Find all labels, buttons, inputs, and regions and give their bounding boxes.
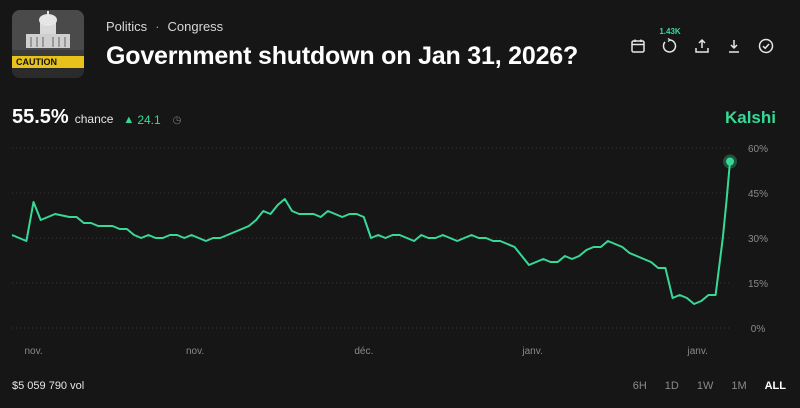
brand-logo: Kalshi bbox=[724, 108, 776, 127]
range-1w[interactable]: 1W bbox=[696, 380, 714, 392]
delta-value: 24.1 bbox=[137, 113, 161, 127]
range-1m[interactable]: 1M bbox=[731, 380, 747, 392]
triangle-up-icon: ▲ bbox=[123, 114, 135, 126]
x-tick-label: janv. bbox=[686, 346, 707, 357]
svg-text:CAUTION: CAUTION bbox=[16, 57, 57, 67]
range-selector: 6H 1D 1W 1M ALL bbox=[633, 380, 786, 392]
market-thumbnail: CAUTION bbox=[12, 10, 84, 78]
range-6h[interactable]: 6H bbox=[632, 380, 647, 392]
breadcrumb-politics[interactable]: Politics bbox=[106, 19, 148, 34]
comments-count-badge: 1.43K bbox=[659, 27, 681, 36]
follow-button[interactable] bbox=[756, 36, 776, 56]
share-icon bbox=[695, 38, 709, 53]
x-tick-label: nov. bbox=[186, 346, 204, 357]
toolbar: 1.43K bbox=[628, 27, 776, 56]
check-circle-icon bbox=[758, 38, 774, 54]
capitol-caution-image: CAUTION bbox=[12, 10, 84, 78]
range-1d[interactable]: 1D bbox=[664, 380, 679, 392]
current-point bbox=[726, 157, 734, 166]
download-icon bbox=[729, 40, 739, 53]
y-tick-label: 15% bbox=[748, 279, 768, 290]
chance-label: chance bbox=[74, 112, 114, 126]
y-tick-label: 30% bbox=[748, 234, 768, 245]
price-chart[interactable]: 0% 15% 30% 45% 60% nov. nov. déc. janv. janv. bbox=[0, 130, 800, 365]
range-all[interactable]: ALL bbox=[764, 380, 786, 392]
page-title: Government shutdown on Jan 31, 2026? bbox=[106, 42, 579, 70]
chance-delta: ▲ 24.1 bbox=[123, 113, 160, 127]
y-tick-label: 60% bbox=[748, 144, 768, 155]
share-button[interactable] bbox=[692, 36, 712, 56]
chance-summary: 55.5% chance ▲ 24.1 ◷ bbox=[12, 106, 181, 129]
series-line bbox=[11, 161, 731, 305]
clock-icon[interactable]: ◷ bbox=[172, 115, 182, 126]
download-button[interactable] bbox=[724, 36, 744, 56]
calendar-button[interactable] bbox=[628, 36, 648, 56]
breadcrumb: Politics · Congress bbox=[106, 19, 223, 34]
calendar-icon bbox=[631, 39, 645, 53]
volume-label: $5 059 790 vol bbox=[12, 380, 85, 392]
breadcrumb-separator: · bbox=[155, 19, 160, 34]
y-tick-label: 0% bbox=[751, 324, 766, 335]
breadcrumb-congress[interactable]: Congress bbox=[167, 19, 224, 34]
x-tick-label: janv. bbox=[521, 346, 542, 357]
comments-button[interactable]: 1.43K bbox=[659, 27, 681, 56]
x-tick-label: nov. bbox=[24, 346, 42, 357]
x-tick-label: déc. bbox=[354, 346, 373, 357]
y-tick-label: 45% bbox=[748, 189, 768, 200]
chance-value: 55.5% bbox=[12, 106, 69, 128]
comments-icon bbox=[662, 38, 677, 53]
